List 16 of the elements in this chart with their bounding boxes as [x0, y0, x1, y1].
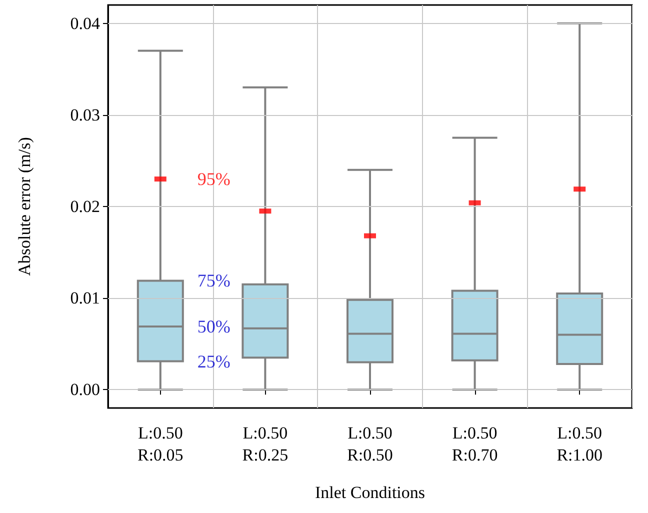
annotation: 75%: [197, 270, 230, 291]
x-tick-label: L:0.50 R:0.50: [347, 424, 393, 464]
x-tick-label: L:0.50 R:0.25: [242, 424, 288, 464]
y-axis-title: Absolute error (m/s): [15, 137, 34, 276]
annotation: 95%: [197, 169, 230, 190]
annotation: 50%: [197, 316, 230, 336]
x-tick-label: L:0.50 R:1.00: [556, 424, 603, 464]
x-axis-title: Inlet Conditions: [314, 483, 426, 502]
x-tick-label: L:0.50 R:0.70: [452, 424, 498, 464]
y-tick-label: 0.04: [70, 14, 100, 33]
y-tick-label: 0.01: [70, 288, 100, 308]
y-tick-label: 0.02: [70, 197, 100, 216]
x-tick-label: L:0.50 R:0.05: [137, 424, 184, 464]
y-tick-label: 0.00: [70, 380, 100, 400]
y-tick-label: 0.03: [70, 105, 100, 124]
annotation: 25%: [197, 351, 230, 372]
